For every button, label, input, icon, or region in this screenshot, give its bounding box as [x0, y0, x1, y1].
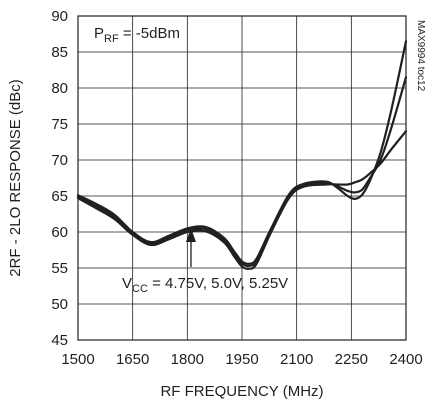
supply-subscript: CC	[132, 283, 148, 295]
y-tick-label: 50	[51, 296, 68, 313]
x-tick-label: 1950	[225, 351, 258, 368]
y-tick-label: 75	[51, 116, 68, 133]
supply-main: V	[122, 275, 132, 292]
condition-main: P	[94, 25, 104, 42]
y-tick-label: 70	[51, 152, 68, 169]
x-axis-title: RF FREQUENCY (MHz)	[160, 383, 323, 400]
condition-rest: = -5dBm	[119, 25, 180, 42]
arrow-head	[185, 228, 196, 242]
annotation-arrow	[185, 228, 196, 267]
x-tick-label: 2250	[335, 351, 368, 368]
y-axis-title: 2RF - 2LO RESPONSE (dBc)	[7, 79, 24, 277]
x-tick-label: 1500	[61, 351, 94, 368]
y-tick-label: 55	[51, 260, 68, 277]
x-tick-label: 1650	[116, 351, 149, 368]
tick-labels: 1500 1650 1800 1950 2100 2250 2400 45 50 55 60 65 70…	[51, 8, 422, 368]
supply-voltage-label: VCC = 4.75V, 5.0V, 5.25V	[122, 275, 288, 295]
x-tick-label: 1800	[171, 351, 204, 368]
series-line-1	[76, 130, 408, 270]
y-tick-label: 80	[51, 80, 68, 97]
y-tick-label: 45	[51, 332, 68, 349]
y-tick-label: 85	[51, 44, 68, 61]
series-group	[76, 40, 408, 270]
x-tick-label: 2100	[280, 351, 313, 368]
condition-label: PRF = -5dBm	[94, 25, 180, 45]
plot-frame	[77, 15, 407, 341]
y-tick-label: 90	[51, 8, 68, 25]
grid	[78, 16, 406, 340]
y-tick-label: 65	[51, 188, 68, 205]
figure-code: MAX9994 toc12	[415, 20, 426, 92]
y-tick-label: 60	[51, 224, 68, 241]
x-tick-label: 2400	[389, 351, 422, 368]
series-line-2	[76, 76, 408, 268]
supply-rest: = 4.75V, 5.0V, 5.25V	[148, 275, 288, 292]
series-line-3	[76, 40, 408, 265]
condition-subscript: RF	[104, 33, 119, 45]
